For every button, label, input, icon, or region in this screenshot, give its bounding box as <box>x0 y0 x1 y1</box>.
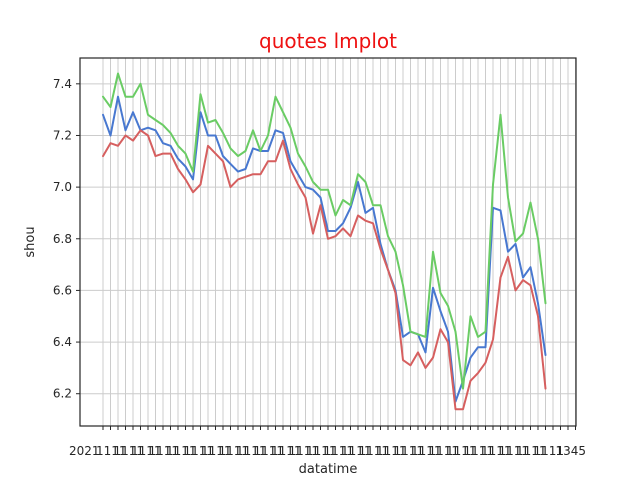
x-tick-label: 1111 <box>219 444 250 458</box>
series-line-2 <box>102 72 547 390</box>
x-tick-label: 1111 <box>429 444 460 458</box>
y-tick-label: 7.2 <box>53 128 72 142</box>
series-lines <box>102 72 547 411</box>
x-tick-label: 1111 <box>446 444 477 458</box>
x-tick-label: 1111 <box>184 444 215 458</box>
chart-title: quotes lmplot <box>259 29 397 53</box>
y-axis-label: shou <box>23 226 38 257</box>
series-line-1 <box>102 95 547 403</box>
x-tick-label: 1111 <box>131 444 162 458</box>
x-axis-ticks: 2021111111111111111111111111111111111111… <box>69 426 586 458</box>
y-tick-label: 7.0 <box>53 180 72 194</box>
x-tick-label: 1111 <box>254 444 285 458</box>
x-tick-label: 1111 <box>376 444 407 458</box>
x-tick-label: 1111 <box>481 444 512 458</box>
x-tick-label: 1111 <box>114 444 145 458</box>
x-tick-label-first: 2021 <box>69 444 100 458</box>
x-tick-label: 1111 <box>306 444 337 458</box>
x-tick-label: 1111 <box>464 444 495 458</box>
y-tick-label: 6.2 <box>53 387 72 401</box>
x-tick-label: 1111 <box>499 444 530 458</box>
grid <box>80 58 576 426</box>
x-tick-label: 1111 <box>236 444 267 458</box>
x-axis-label: datatime <box>299 462 358 477</box>
x-tick-label-last: 1345 <box>555 444 586 458</box>
x-tick-label: 1111 <box>201 444 232 458</box>
x-tick-label: 1111 <box>341 444 372 458</box>
y-axis-ticks: 6.2 6.4 6.6 6.8 7.0 7.2 7.4 <box>53 77 80 401</box>
x-tick-label: 1111 <box>271 444 302 458</box>
x-tick-label: 1111 <box>96 444 127 458</box>
x-tick-label: 1111 <box>359 444 390 458</box>
x-tick-label: 1111 <box>516 444 547 458</box>
series-line-3 <box>102 129 547 411</box>
y-tick-label: 6.6 <box>53 283 72 297</box>
y-tick-label: 7.4 <box>53 77 72 91</box>
x-tick-label: 1111 <box>166 444 197 458</box>
x-tick-label: 1111 <box>411 444 442 458</box>
x-tick-label: 1111 <box>289 444 320 458</box>
y-tick-label: 6.8 <box>53 232 72 246</box>
x-tick-label: 1111 <box>394 444 425 458</box>
x-tick-label: 1111 <box>149 444 180 458</box>
x-tick-label: 1111 <box>324 444 355 458</box>
x-tick-label: 1111 <box>534 444 565 458</box>
y-tick-label: 6.4 <box>53 335 72 349</box>
